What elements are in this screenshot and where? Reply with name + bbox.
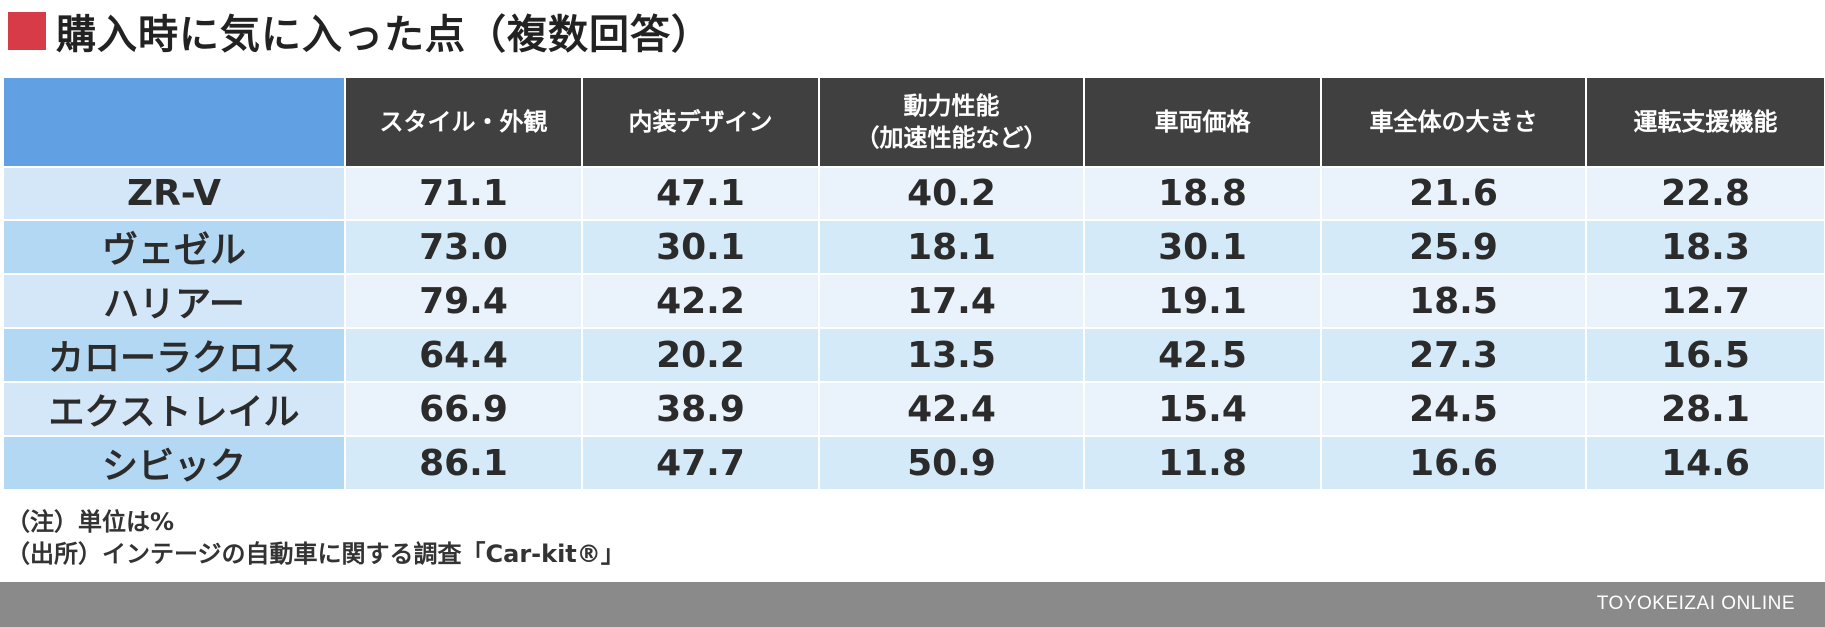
table-cell: 16.6 — [1320, 435, 1587, 491]
column-header: 車全体の大きさ — [1320, 76, 1587, 168]
header-corner — [2, 76, 346, 168]
row-label: ハリアー — [2, 273, 346, 329]
table-row: エクストレイル 66.9 38.9 42.4 15.4 24.5 28.1 — [2, 381, 1825, 437]
table-row: ハリアー 79.4 42.2 17.4 19.1 18.5 12.7 — [2, 273, 1825, 329]
table-cell: 30.1 — [581, 219, 820, 275]
table-cell: 25.9 — [1320, 219, 1587, 275]
row-label: カローラクロス — [2, 327, 346, 383]
column-header: 内装デザイン — [581, 76, 820, 168]
note-unit: （注）単位は% — [6, 508, 175, 536]
table-cell: 19.1 — [1083, 273, 1322, 329]
column-header-label: 内装デザイン — [628, 108, 773, 136]
table-cell: 21.6 — [1320, 166, 1587, 221]
table-cell: 79.4 — [344, 273, 583, 329]
table-cell: 42.2 — [581, 273, 820, 329]
column-header-label: 運転支援機能 — [1633, 108, 1778, 136]
table-cell: 14.6 — [1585, 435, 1825, 491]
table-cell: 17.4 — [818, 273, 1085, 329]
table-cell: 47.7 — [581, 435, 820, 491]
data-table: スタイル・外観 内装デザイン 動力性能 （加速性能など） 車両価格 車全体の大きさ 運転支援… — [2, 76, 1825, 491]
table-cell: 20.2 — [581, 327, 820, 383]
footer-bar: TOYOKEIZAI ONLINE — [0, 582, 1825, 627]
row-label: エクストレイル — [2, 381, 346, 437]
table-cell: 73.0 — [344, 219, 583, 275]
column-header-label: （加速性能など） — [855, 124, 1048, 152]
table-cell: 64.4 — [344, 327, 583, 383]
table-cell: 42.5 — [1083, 327, 1322, 383]
table-cell: 71.1 — [344, 166, 583, 221]
column-header-label: 車両価格 — [1154, 108, 1251, 136]
table-cell: 38.9 — [581, 381, 820, 437]
table-cell: 30.1 — [1083, 219, 1322, 275]
table-cell: 18.1 — [818, 219, 1085, 275]
row-label: ZR-V — [2, 166, 346, 221]
table-cell: 13.5 — [818, 327, 1085, 383]
column-header: スタイル・外観 — [344, 76, 583, 168]
table-cell: 27.3 — [1320, 327, 1587, 383]
notes: （注）単位は% （出所）インテージの自動車に関する調査「Car-kit®」 — [6, 506, 625, 570]
note-source: （出所）インテージの自動車に関する調査「Car-kit®」 — [6, 540, 625, 568]
table-cell: 40.2 — [818, 166, 1085, 221]
page-title: 購入時に気に入った点（複数回答） — [56, 12, 712, 58]
column-header-label: 動力性能 — [903, 92, 1000, 120]
table-cell: 16.5 — [1585, 327, 1825, 383]
table-row: ZR-V 71.1 47.1 40.2 18.8 21.6 22.8 — [2, 166, 1825, 221]
table-cell: 15.4 — [1083, 381, 1322, 437]
row-label: シビック — [2, 435, 346, 491]
table-cell: 42.4 — [818, 381, 1085, 437]
column-header-label: 車全体の大きさ — [1369, 108, 1538, 136]
table-cell: 18.8 — [1083, 166, 1322, 221]
table-row: ヴェゼル 73.0 30.1 18.1 30.1 25.9 18.3 — [2, 219, 1825, 275]
title-square-icon — [8, 12, 46, 50]
column-header: 運転支援機能 — [1585, 76, 1825, 168]
title-row: 購入時に気に入った点（複数回答） — [8, 6, 712, 58]
column-header: 車両価格 — [1083, 76, 1322, 168]
table-cell: 86.1 — [344, 435, 583, 491]
table-cell: 12.7 — [1585, 273, 1825, 329]
column-header: 動力性能 （加速性能など） — [818, 76, 1085, 168]
footer-brand: TOYOKEIZAI ONLINE — [1596, 593, 1795, 614]
table-cell: 18.3 — [1585, 219, 1825, 275]
table-cell: 66.9 — [344, 381, 583, 437]
table-cell: 22.8 — [1585, 166, 1825, 221]
header-row: スタイル・外観 内装デザイン 動力性能 （加速性能など） 車両価格 車全体の大きさ 運転支援… — [2, 76, 1825, 168]
table-cell: 24.5 — [1320, 381, 1587, 437]
table-row: シビック 86.1 47.7 50.9 11.8 16.6 14.6 — [2, 435, 1825, 491]
column-header-label: スタイル・外観 — [379, 108, 548, 136]
table-body: ZR-V 71.1 47.1 40.2 18.8 21.6 22.8 ヴェゼル 73.0 30.1… — [2, 166, 1825, 491]
table-cell: 11.8 — [1083, 435, 1322, 491]
table-cell: 18.5 — [1320, 273, 1587, 329]
table-cell: 47.1 — [581, 166, 820, 221]
table-cell: 28.1 — [1585, 381, 1825, 437]
row-label: ヴェゼル — [2, 219, 346, 275]
table-cell: 50.9 — [818, 435, 1085, 491]
table-row: カローラクロス 64.4 20.2 13.5 42.5 27.3 16.5 — [2, 327, 1825, 383]
